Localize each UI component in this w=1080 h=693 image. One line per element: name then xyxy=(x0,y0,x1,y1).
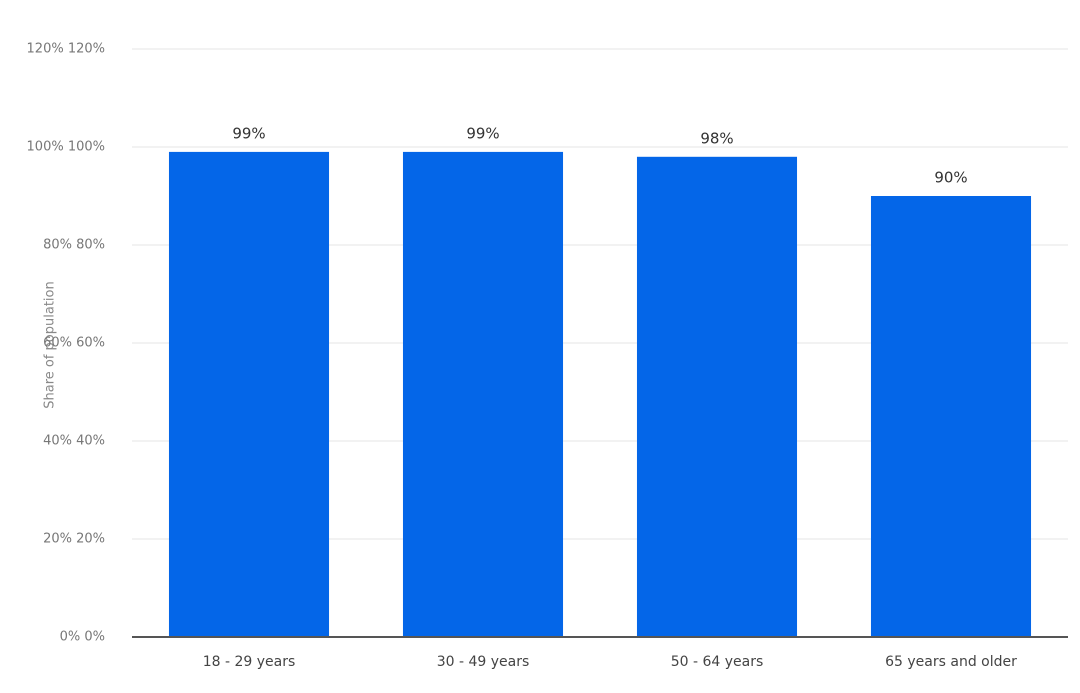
data-label: 99% xyxy=(232,124,265,142)
x-tick-label: 65 years and older xyxy=(885,654,1017,670)
bar xyxy=(168,151,330,637)
x-tick-label: 18 - 29 years xyxy=(203,654,296,670)
bar xyxy=(402,151,564,637)
data-label: 99% xyxy=(466,124,499,142)
y-tick-label: 0% 0% xyxy=(60,630,105,645)
x-tick-label: 50 - 64 years xyxy=(671,654,764,670)
x-tick-label: 30 - 49 years xyxy=(437,654,530,670)
y-tick-label: 20% 20% xyxy=(43,532,105,547)
data-label: 90% xyxy=(934,169,967,187)
bar xyxy=(636,156,798,638)
y-tick-label: 80% 80% xyxy=(43,238,105,253)
data-label: 98% xyxy=(700,129,733,147)
y-tick-label: 100% 100% xyxy=(27,140,105,155)
y-tick-label: 60% 60% xyxy=(43,336,105,351)
y-tick-label: 120% 120% xyxy=(27,42,105,57)
y-tick-label: 40% 40% xyxy=(43,434,105,449)
bar xyxy=(870,196,1032,637)
y-axis-title: Share of population xyxy=(43,281,58,409)
